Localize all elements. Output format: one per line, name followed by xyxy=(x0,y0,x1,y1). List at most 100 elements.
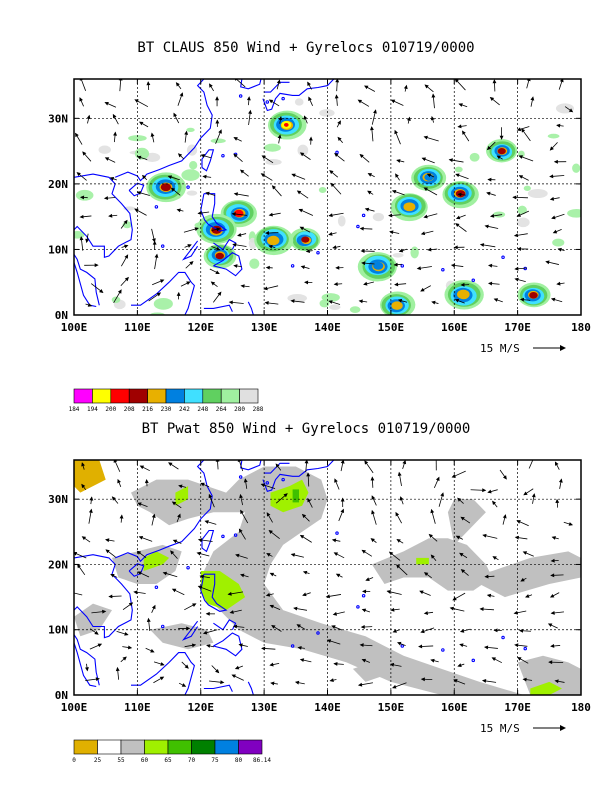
wind-arrow-head xyxy=(199,574,204,579)
top-colorbar-label: 184 xyxy=(69,406,80,413)
wind-arrow-head xyxy=(487,263,493,268)
wind-arrow-head xyxy=(523,491,528,496)
bot-colorbar-label: 55 xyxy=(117,757,125,764)
wind-arrow-head xyxy=(99,288,104,293)
cloud-cell xyxy=(493,211,506,218)
wind-arrow-head xyxy=(134,208,139,213)
wind-arrow-head xyxy=(112,113,117,119)
wind-arrow-head xyxy=(266,553,271,557)
wind-arrow-head xyxy=(521,128,526,133)
island xyxy=(233,533,238,537)
wind-arrow-head xyxy=(516,520,521,524)
top-colorbar-label: 208 xyxy=(124,406,135,413)
wind-arrow-head xyxy=(300,265,306,270)
wind-arrow-head xyxy=(308,136,313,141)
wind-arrow-head xyxy=(514,643,519,648)
wind-arrow-head xyxy=(172,539,178,544)
wind-arrow-head xyxy=(335,265,340,270)
wind-arrow-head xyxy=(184,664,189,669)
wind-arrow-head xyxy=(291,173,296,178)
wind-arrow-head xyxy=(299,226,305,231)
wind-arrow-head xyxy=(333,661,338,666)
top-colorbar-label: 194 xyxy=(87,406,98,413)
cloud-cell xyxy=(128,135,147,142)
bot-y-tick-label: 10N xyxy=(48,624,68,637)
cloud-cell xyxy=(572,163,581,173)
bot-x-tick-label: 130E xyxy=(251,701,278,714)
wind-arrow-head xyxy=(301,513,307,519)
wind-arrow-head xyxy=(156,292,162,297)
wind-arrow-head xyxy=(367,173,373,177)
wind-arrow-head xyxy=(395,564,401,569)
wind-arrow-head xyxy=(406,116,411,121)
island xyxy=(290,264,295,268)
island xyxy=(523,646,527,651)
coast-path xyxy=(213,632,243,657)
wind-arrow-head xyxy=(361,658,367,663)
wind-arrow-head xyxy=(337,136,342,142)
island xyxy=(335,150,339,155)
wind-arrow-head xyxy=(162,571,168,576)
convective-core xyxy=(268,235,279,244)
wind-arrow-head xyxy=(231,674,236,679)
island xyxy=(400,264,405,268)
wind-arrow-head xyxy=(237,232,242,237)
wind-arrow-head xyxy=(335,79,340,83)
wind-arrow-head xyxy=(197,211,202,215)
wind-arrow-head xyxy=(430,658,435,663)
wind-arrow-head xyxy=(549,593,555,598)
cloud-cell xyxy=(321,293,340,302)
wind-arrow-head xyxy=(216,227,221,232)
top-colorbar-label: 264 xyxy=(216,406,227,413)
wind-arrow-head xyxy=(79,236,84,241)
wind-arrow-head xyxy=(88,508,93,513)
pwat-region-gray xyxy=(352,662,385,682)
top-colorbar-label: 242 xyxy=(179,406,190,413)
bot-colorbar-swatch xyxy=(214,739,239,755)
wind-arrow-head xyxy=(81,536,87,541)
wind-arrow-head xyxy=(489,213,495,218)
wind-arrow-head xyxy=(419,590,424,595)
wind-arrow-head xyxy=(370,126,374,131)
wind-arrow-head xyxy=(514,266,519,271)
wind-arrow-head xyxy=(261,646,266,651)
wind-arrow-head xyxy=(458,103,463,107)
wind-arrow-head xyxy=(151,513,156,519)
bot-colorbar-label: 70 xyxy=(188,757,196,764)
convective-core xyxy=(215,252,224,260)
wind-arrow-head xyxy=(160,662,165,666)
island xyxy=(441,648,445,652)
wind-arrow-head xyxy=(514,277,519,282)
wind-arrow-head xyxy=(179,92,184,97)
pwat-region-green xyxy=(270,479,309,513)
wind-arrow-head xyxy=(79,195,85,200)
wind-arrow-head xyxy=(134,99,139,103)
wind-arrow-head xyxy=(215,669,220,674)
coast-path xyxy=(181,240,199,261)
wind-arrow-head xyxy=(416,266,422,271)
cloud-cell xyxy=(181,169,200,181)
bot-y-tick-label: 0N xyxy=(55,689,68,702)
wind-arrow-head xyxy=(386,590,391,594)
wind-arrow-head xyxy=(181,683,187,687)
wind-arrow-head xyxy=(358,299,363,304)
wind-arrow-head xyxy=(152,240,157,245)
cloud-cell xyxy=(297,144,309,157)
wind-arrow-head xyxy=(159,279,165,284)
top-colorbar-swatch xyxy=(92,388,112,404)
bot-colorbar-label: 75 xyxy=(211,757,219,764)
top-colorbar-swatch xyxy=(147,388,167,404)
wind-arrow-head xyxy=(139,465,145,470)
wind-arrow-head xyxy=(331,538,337,543)
wind-arrow-head xyxy=(304,460,309,464)
wind-arrow-head xyxy=(568,108,574,113)
wind-arrow-head xyxy=(519,297,525,302)
wind-arrow-head xyxy=(550,573,555,578)
wind-arrow-head xyxy=(359,226,364,231)
wind-arrow-head xyxy=(392,684,397,689)
coast-path xyxy=(131,652,196,695)
wind-arrow-head xyxy=(486,593,492,598)
cloud-cell xyxy=(153,297,173,310)
bot-colorbar-label: 80 xyxy=(235,757,243,764)
cloud-cell xyxy=(186,190,198,196)
